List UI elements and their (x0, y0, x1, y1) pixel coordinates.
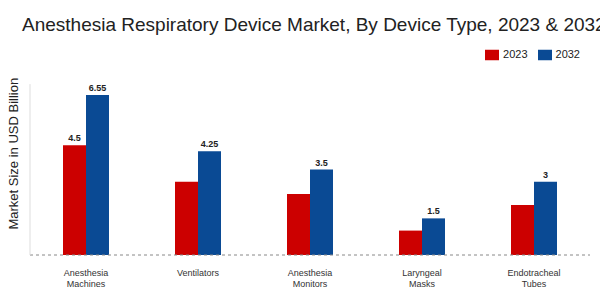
svg-text:3: 3 (543, 170, 548, 180)
svg-text:Ventilators: Ventilators (177, 268, 220, 278)
svg-text:6.55: 6.55 (89, 83, 107, 93)
svg-text:4.25: 4.25 (201, 139, 219, 149)
svg-text:AnesthesiaMonitors: AnesthesiaMonitors (288, 268, 333, 289)
svg-text:4.5: 4.5 (68, 133, 81, 143)
svg-text:AnesthesiaMachines: AnesthesiaMachines (64, 268, 109, 289)
html-text:2023: 2023 (503, 48, 528, 60)
svg-text:LaryngealMasks: LaryngealMasks (402, 268, 442, 289)
svg-text:EndotrachealTubes: EndotrachealTubes (507, 268, 560, 289)
svg-text:Market Size in USD Billion: Market Size in USD Billion (8, 78, 21, 230)
svg-text:3.5: 3.5 (315, 158, 328, 168)
svg-text:1.5: 1.5 (427, 206, 440, 216)
html-text:2032: 2032 (555, 48, 580, 60)
